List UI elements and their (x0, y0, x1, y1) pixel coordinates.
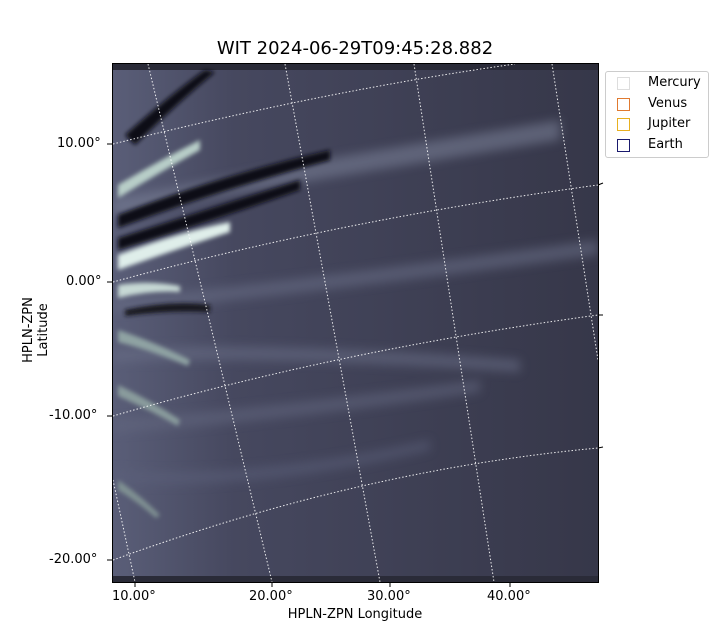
legend-label: Jupiter (648, 116, 691, 131)
plot-title: WIT 2024-06-29T09:45:28.882 (216, 38, 494, 59)
mercury-swatch (617, 77, 630, 90)
y-axis-label: HPLN-ZPN Latitude (21, 297, 51, 363)
x-tick-label: 20.00° (249, 589, 293, 604)
legend: Mercury Venus Jupiter Earth (605, 71, 709, 158)
y-tick-label: -10.00° (49, 408, 98, 423)
legend-label: Mercury (648, 75, 701, 90)
y-tick-label: 10.00° (57, 136, 101, 151)
x-tick-label: 10.00° (112, 589, 156, 604)
legend-label: Venus (648, 96, 688, 111)
y-tick-label: -20.00° (49, 552, 98, 567)
y-tick-label: 0.00° (66, 274, 102, 289)
earth-swatch (617, 139, 630, 152)
x-tick-label: 30.00° (367, 589, 411, 604)
legend-label: Earth (648, 137, 683, 152)
x-axis-label: HPLN-ZPN Longitude (287, 607, 423, 622)
x-tick-label: 40.00° (487, 589, 531, 604)
jupiter-swatch (617, 118, 630, 131)
venus-swatch (617, 98, 630, 111)
